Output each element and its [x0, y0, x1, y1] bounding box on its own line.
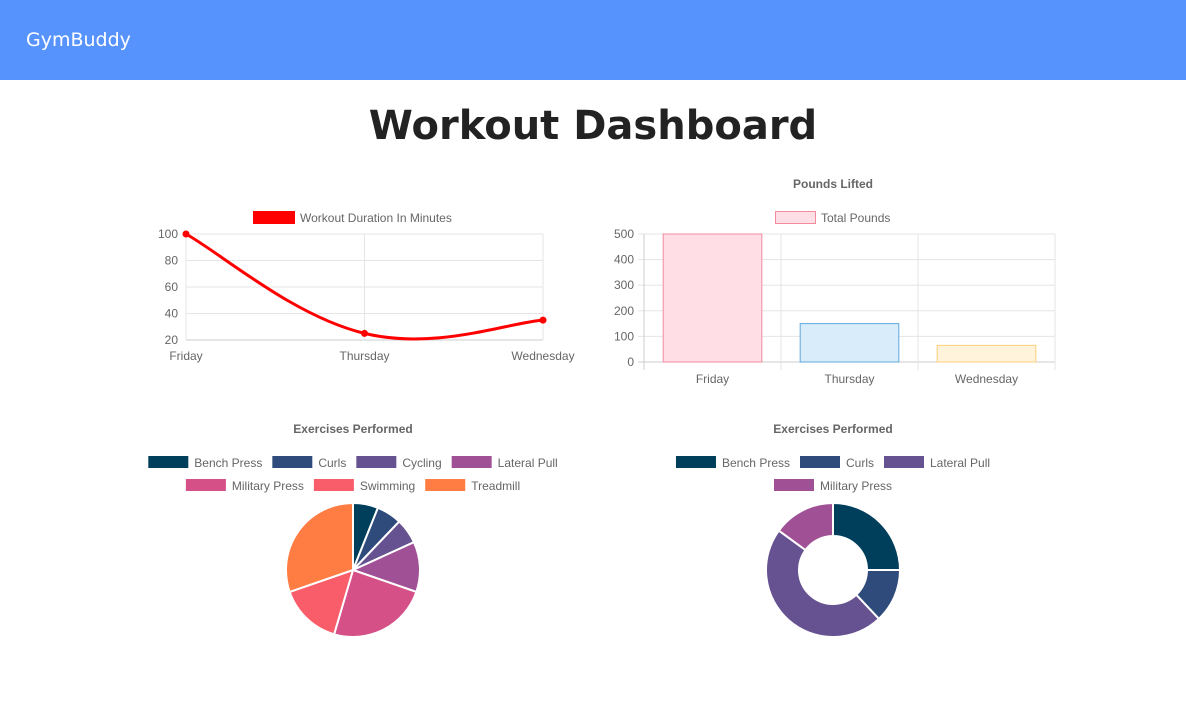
slice	[777, 501, 834, 552]
legend-label: Curls	[318, 456, 346, 470]
y-tick-label: 80	[165, 254, 179, 268]
legend-swatch	[775, 211, 816, 224]
bar	[799, 323, 900, 363]
legend-label: Bench Press	[722, 456, 790, 470]
legend-swatch	[773, 479, 814, 491]
chart-title: Exercises Performed	[773, 422, 892, 436]
y-tick-label: 400	[614, 253, 634, 267]
legend-swatch	[799, 456, 840, 468]
legend-swatch	[675, 456, 716, 468]
chart-title: Pounds Lifted	[793, 177, 873, 191]
x-tick-label: Wednesday	[511, 349, 574, 363]
bar	[662, 233, 763, 363]
legend-label: Lateral Pull	[930, 456, 990, 470]
legend-swatch	[253, 211, 295, 224]
chart-title: Exercises Performed	[293, 422, 412, 436]
legend-swatch	[356, 456, 397, 468]
legend-label: Curls	[846, 456, 874, 470]
workout-duration-line-chart: Workout Duration In Minutes 20 40 60 80 100 Fr…	[158, 211, 575, 363]
legend-swatch	[425, 479, 466, 491]
x-tick-label: Wednesday	[955, 372, 1018, 386]
slice	[765, 529, 881, 638]
exercises-pie-chart: Exercises Performed Bench Press Curls Cycli…	[148, 422, 558, 638]
legend-swatch	[185, 479, 226, 491]
legend-label: Military Press	[820, 479, 892, 493]
y-tick-label: 200	[614, 304, 634, 318]
y-tick-label: 40	[165, 307, 179, 321]
slice	[332, 568, 418, 638]
exercises-doughnut-chart: Exercises Performed Bench Press Curls Later…	[675, 422, 990, 638]
legend-label: Workout Duration In Minutes	[300, 211, 452, 225]
legend-label: Swimming	[360, 479, 415, 493]
legend-swatch	[148, 456, 189, 468]
slice	[832, 501, 902, 571]
y-tick-label: 100	[614, 329, 634, 343]
legend-label: Cycling	[402, 456, 441, 470]
y-tick-label: 100	[158, 227, 178, 241]
pounds-lifted-bar-chart: Pounds Lifted Total Pounds 0 100 200 300 400 50…	[614, 177, 1056, 386]
slice	[288, 568, 355, 636]
data-point	[182, 230, 190, 238]
bar	[936, 344, 1037, 363]
legend-label: Bench Press	[194, 456, 262, 470]
y-tick-label: 20	[165, 333, 179, 347]
y-tick-label: 0	[627, 355, 634, 369]
y-tick-label: 300	[614, 278, 634, 292]
x-tick-label: Thursday	[824, 372, 874, 386]
brand-link[interactable]: GymBuddy	[26, 29, 131, 51]
legend-swatch	[313, 479, 354, 491]
x-tick-label: Friday	[169, 349, 202, 363]
x-tick-label: Thursday	[339, 349, 389, 363]
legend-swatch	[451, 456, 492, 468]
x-tick-label: Friday	[696, 372, 729, 386]
legend-label: Lateral Pull	[498, 456, 558, 470]
y-tick-label: 60	[165, 280, 179, 294]
legend-label: Treadmill	[471, 479, 520, 493]
legend-swatch	[272, 456, 313, 468]
slice	[285, 501, 354, 594]
legend-swatch	[884, 456, 924, 468]
data-point	[361, 329, 368, 337]
page-title: Workout Dashboard	[368, 103, 818, 149]
legend-label: Military Press	[232, 479, 304, 493]
y-tick-label: 500	[614, 227, 634, 241]
data-point	[539, 316, 547, 324]
legend-label: Total Pounds	[821, 211, 890, 225]
navbar: GymBuddy	[0, 0, 1186, 80]
